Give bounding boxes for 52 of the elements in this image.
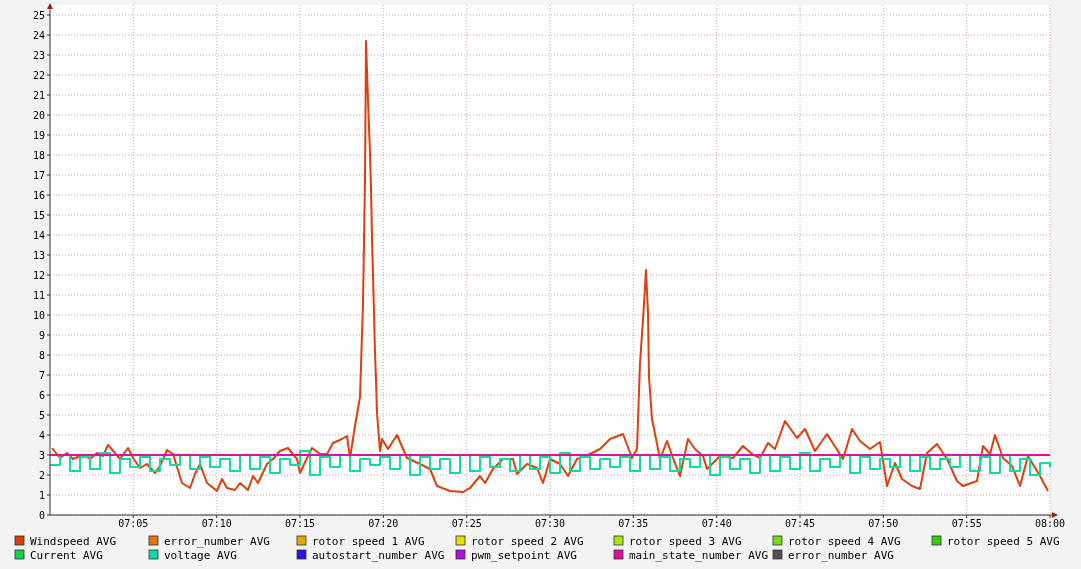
legend-label: error_number AVG [164,534,270,548]
legend-label: Current AVG [30,548,103,562]
y-tick-label: 15 [32,209,45,221]
legend-label: Windspeed AVG [30,534,117,548]
y-tick-label: 20 [32,109,45,121]
x-tick-label: 07:35 [618,518,649,529]
y-tick-label: 1 [38,489,45,501]
line-series [51,40,1049,493]
y-tick-label: 18 [32,149,45,161]
y-tick-label: 25 [32,9,45,21]
y-tick-label: 13 [32,249,45,261]
x-tick-label: 07:55 [951,518,982,529]
legend-label: autostart_number AVG [312,548,445,562]
x-tick-label: 07:40 [701,518,732,529]
legend-label: rotor speed 5 AVG [947,534,1060,548]
y-tick-label: 23 [32,49,45,61]
legend-label: error_number AVG [788,548,894,562]
y-tick-label: 10 [32,309,45,321]
legend-label: rotor speed 2 AVG [471,534,584,548]
legend-label: voltage AVG [164,548,237,562]
y-tick-label: 6 [38,389,45,401]
y-tick-label: 5 [38,409,45,421]
y-tick-label: 24 [32,29,45,41]
legend-label: rotor speed 4 AVG [788,534,901,548]
y-tick-label: 9 [38,329,45,341]
y-tick-label: 2 [38,469,45,481]
y-tick-label: 16 [32,189,45,201]
x-tick-label: 07:50 [868,518,899,529]
y-tick-label: 4 [38,429,45,441]
y-tick-label: 12 [32,269,45,281]
legend-label: rotor speed 3 AVG [629,534,742,548]
x-tick-label: 08:00 [1034,518,1066,529]
y-tick-label: 17 [32,169,45,181]
y-tick-label: 11 [32,289,45,301]
legend-label: rotor speed 1 AVG [312,534,425,548]
x-tick-label: 07:30 [534,518,566,529]
y-tick-label: 3 [38,449,45,461]
x-tick-label: 07:20 [368,518,399,529]
y-tick-label: 22 [32,69,45,81]
x-tick-label: 07:05 [118,518,149,529]
y-tick-label: 8 [38,349,45,361]
x-tick-label: 07:15 [284,518,316,529]
y-tick-label: 7 [38,369,45,381]
y-tick-label: 19 [32,129,45,141]
y-tick-label: 14 [32,229,45,241]
x-tick-label: 07:45 [784,518,816,529]
y-tick-label: 21 [32,89,45,101]
legend-label: pwm_setpoint AVG [471,548,577,562]
legend-label: main_state_number AVG [629,548,769,562]
x-tick-label: 07:25 [451,518,482,529]
x-tick-label: 07:10 [201,518,232,529]
y-tick-label: 0 [38,509,45,521]
